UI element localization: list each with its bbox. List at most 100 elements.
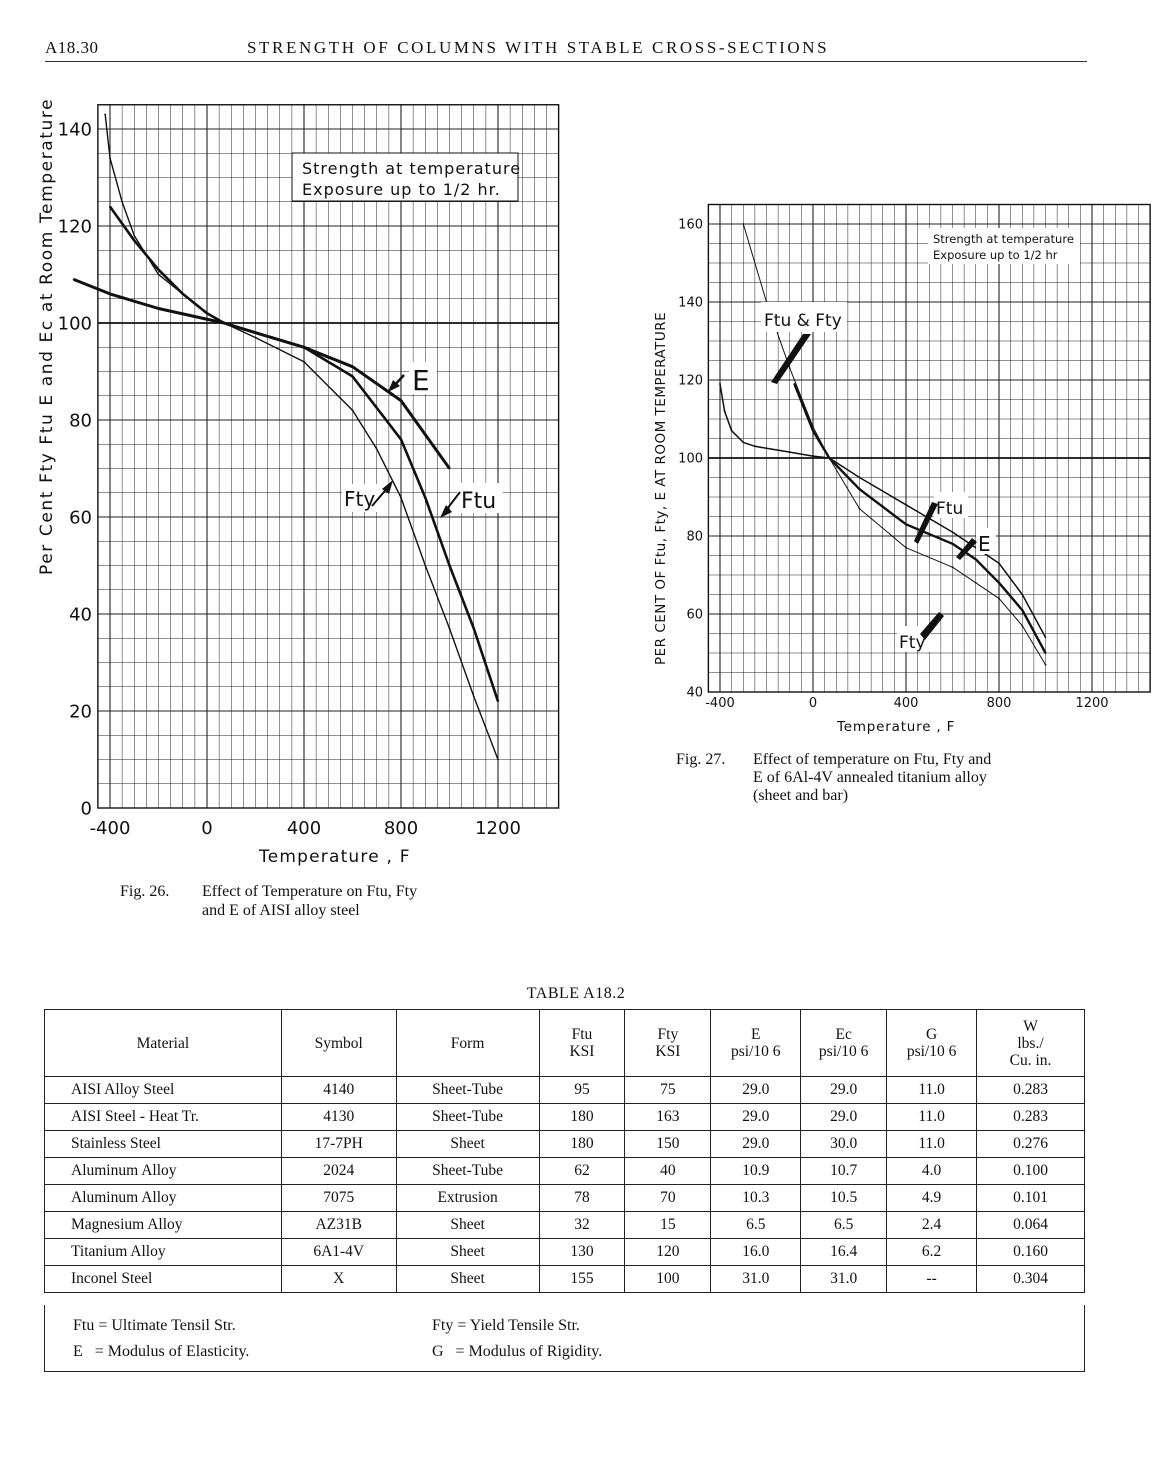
column-header-text: KSI bbox=[655, 1043, 681, 1060]
point-E bbox=[72, 278, 75, 281]
table-cell: 4.9 bbox=[886, 1184, 978, 1212]
point-Fty bbox=[974, 581, 977, 584]
table-cell: 0.283 bbox=[976, 1103, 1085, 1131]
column-header-text: KSI bbox=[569, 1043, 595, 1060]
point-Ftu bbox=[497, 700, 499, 703]
table-cell: 163 bbox=[624, 1103, 712, 1131]
point-Ftu bbox=[472, 627, 475, 630]
table-cell: 6.2 bbox=[886, 1238, 978, 1266]
legend-e: E = Modulus of Elasticity. bbox=[73, 1343, 250, 1360]
table-cell: 155 bbox=[538, 1265, 626, 1293]
fig27-tick-labels: -400 0 400 800 1200 40 60 80 100 120 140 160 bbox=[678, 218, 1108, 711]
point-Ftu bbox=[951, 542, 954, 545]
point-Fty bbox=[121, 200, 124, 203]
table-cell: Magnesium Alloy bbox=[44, 1211, 282, 1239]
table-row: Aluminum Alloy 7075 Extrusion 78 70 10.3 10.5 4… bbox=[44, 1184, 1085, 1212]
point-E bbox=[157, 307, 160, 310]
point-Ftu bbox=[424, 496, 427, 499]
table-cell: 6.5 bbox=[710, 1211, 802, 1239]
point-Fty bbox=[424, 564, 427, 567]
point-Fty bbox=[104, 113, 107, 116]
table-cell: 32 bbox=[538, 1211, 626, 1239]
point-Ftu bbox=[858, 488, 861, 491]
point-Ftu bbox=[974, 558, 977, 561]
table-title: TABLE A18.2 bbox=[526, 985, 626, 1002]
table-cell: 0.064 bbox=[976, 1211, 1085, 1239]
table-cell: 7075 bbox=[280, 1184, 397, 1212]
x-tick-label: 0 bbox=[809, 696, 817, 711]
fig26-label-Fty: Fty bbox=[342, 480, 393, 512]
point-Ftu bbox=[1021, 609, 1024, 611]
point-E bbox=[742, 441, 745, 444]
table-cell: 0.276 bbox=[976, 1130, 1085, 1158]
point-E bbox=[109, 293, 111, 295]
fig27-caption-line3: (sheet and bar) bbox=[753, 787, 849, 804]
point-E bbox=[424, 433, 427, 436]
table-cell: 120 bbox=[624, 1238, 712, 1266]
point-Fty bbox=[133, 234, 136, 237]
column-header-text: W bbox=[1023, 1017, 1038, 1035]
table-cell: Aluminum Alloy bbox=[44, 1184, 282, 1212]
table-cell: 75 bbox=[624, 1076, 712, 1104]
table-cell: 2024 bbox=[280, 1157, 397, 1185]
point-Ftu bbox=[448, 564, 451, 567]
fig27-xlabel: Temperature , F bbox=[836, 719, 955, 735]
point-Fty bbox=[351, 409, 354, 412]
fig26-label-Fty-text: Fty bbox=[344, 487, 375, 511]
table-cell: Inconel Steel bbox=[44, 1265, 282, 1293]
fig26-label-E: E bbox=[388, 362, 437, 397]
fig27-label-Fty: Fty bbox=[897, 612, 944, 653]
table-cell: 6.5 bbox=[800, 1211, 888, 1239]
page-header: A18.30 STRENGTH OF COLUMNS WITH STABLE C… bbox=[45, 34, 1085, 60]
point-Fty bbox=[400, 496, 402, 499]
column-header: Ftu KSI bbox=[538, 1009, 626, 1077]
fig27-label-FtuFty-text: Ftu & Fty bbox=[764, 311, 842, 331]
column-header-text: Form bbox=[450, 1034, 485, 1052]
column-header-text: E bbox=[751, 1026, 761, 1043]
point-Fty bbox=[375, 448, 378, 450]
fig26-caption: Fig. 26. Effect of Temperature on Ftu, F… bbox=[120, 882, 540, 924]
point-Fty bbox=[1021, 624, 1024, 627]
point-Ftu bbox=[905, 523, 907, 526]
table-cell: 30.0 bbox=[800, 1130, 888, 1158]
point-Fty bbox=[223, 322, 225, 324]
y-tick-label: 100 bbox=[58, 313, 92, 334]
point-E bbox=[998, 562, 1000, 565]
table-cell: Stainless Steel bbox=[44, 1130, 282, 1158]
fig27-note-line1: Strength at temperature bbox=[933, 232, 1074, 246]
point-E bbox=[730, 429, 733, 432]
table-cell: 10.9 bbox=[710, 1157, 802, 1185]
table-cell: 4.0 bbox=[886, 1157, 978, 1185]
y-tick-label: 40 bbox=[69, 604, 92, 625]
table-cell: 4130 bbox=[280, 1103, 397, 1131]
y-tick-label: 0 bbox=[81, 798, 92, 819]
series-Fty bbox=[742, 223, 1046, 665]
table-cell: 95 bbox=[538, 1076, 626, 1104]
point-Fty bbox=[303, 360, 305, 363]
table-row: Titanium Alloy 6A1-4V Sheet 130 120 16.0 16.4 6… bbox=[44, 1238, 1085, 1266]
plot-frame bbox=[97, 104, 560, 809]
column-header-text: psi/10 6 bbox=[818, 1043, 869, 1060]
y-tick-label: 140 bbox=[58, 119, 92, 140]
table-cell: 180 bbox=[538, 1130, 626, 1158]
column-header-text: lbs./ bbox=[1017, 1034, 1044, 1052]
table-cell: X bbox=[280, 1265, 397, 1293]
table-cell: Sheet bbox=[395, 1238, 540, 1266]
table-cell: 11.0 bbox=[886, 1076, 978, 1104]
table-cell: Sheet bbox=[395, 1130, 540, 1158]
x-tick-label: 400 bbox=[287, 818, 321, 839]
table-cell: Sheet-Tube bbox=[395, 1076, 540, 1104]
column-header-text: psi/10 6 bbox=[906, 1043, 957, 1060]
table-cell: 29.0 bbox=[710, 1103, 802, 1131]
point-Fty bbox=[951, 566, 954, 569]
point-Ftu bbox=[351, 375, 354, 378]
fig26-ylabel: Per Cent Fty Ftu E and Ec at Room Temper… bbox=[37, 98, 57, 575]
point-E bbox=[951, 531, 954, 533]
fig27-label-E: E bbox=[956, 528, 996, 560]
series-Ftu bbox=[108, 205, 500, 702]
table-row: Magnesium Alloy AZ31B Sheet 32 15 6.5 6.5 2.4 0.… bbox=[44, 1211, 1085, 1239]
column-header: Fty KSI bbox=[624, 1009, 712, 1077]
column-header-text: Fty bbox=[657, 1026, 679, 1043]
table-cell: 180 bbox=[538, 1103, 626, 1131]
